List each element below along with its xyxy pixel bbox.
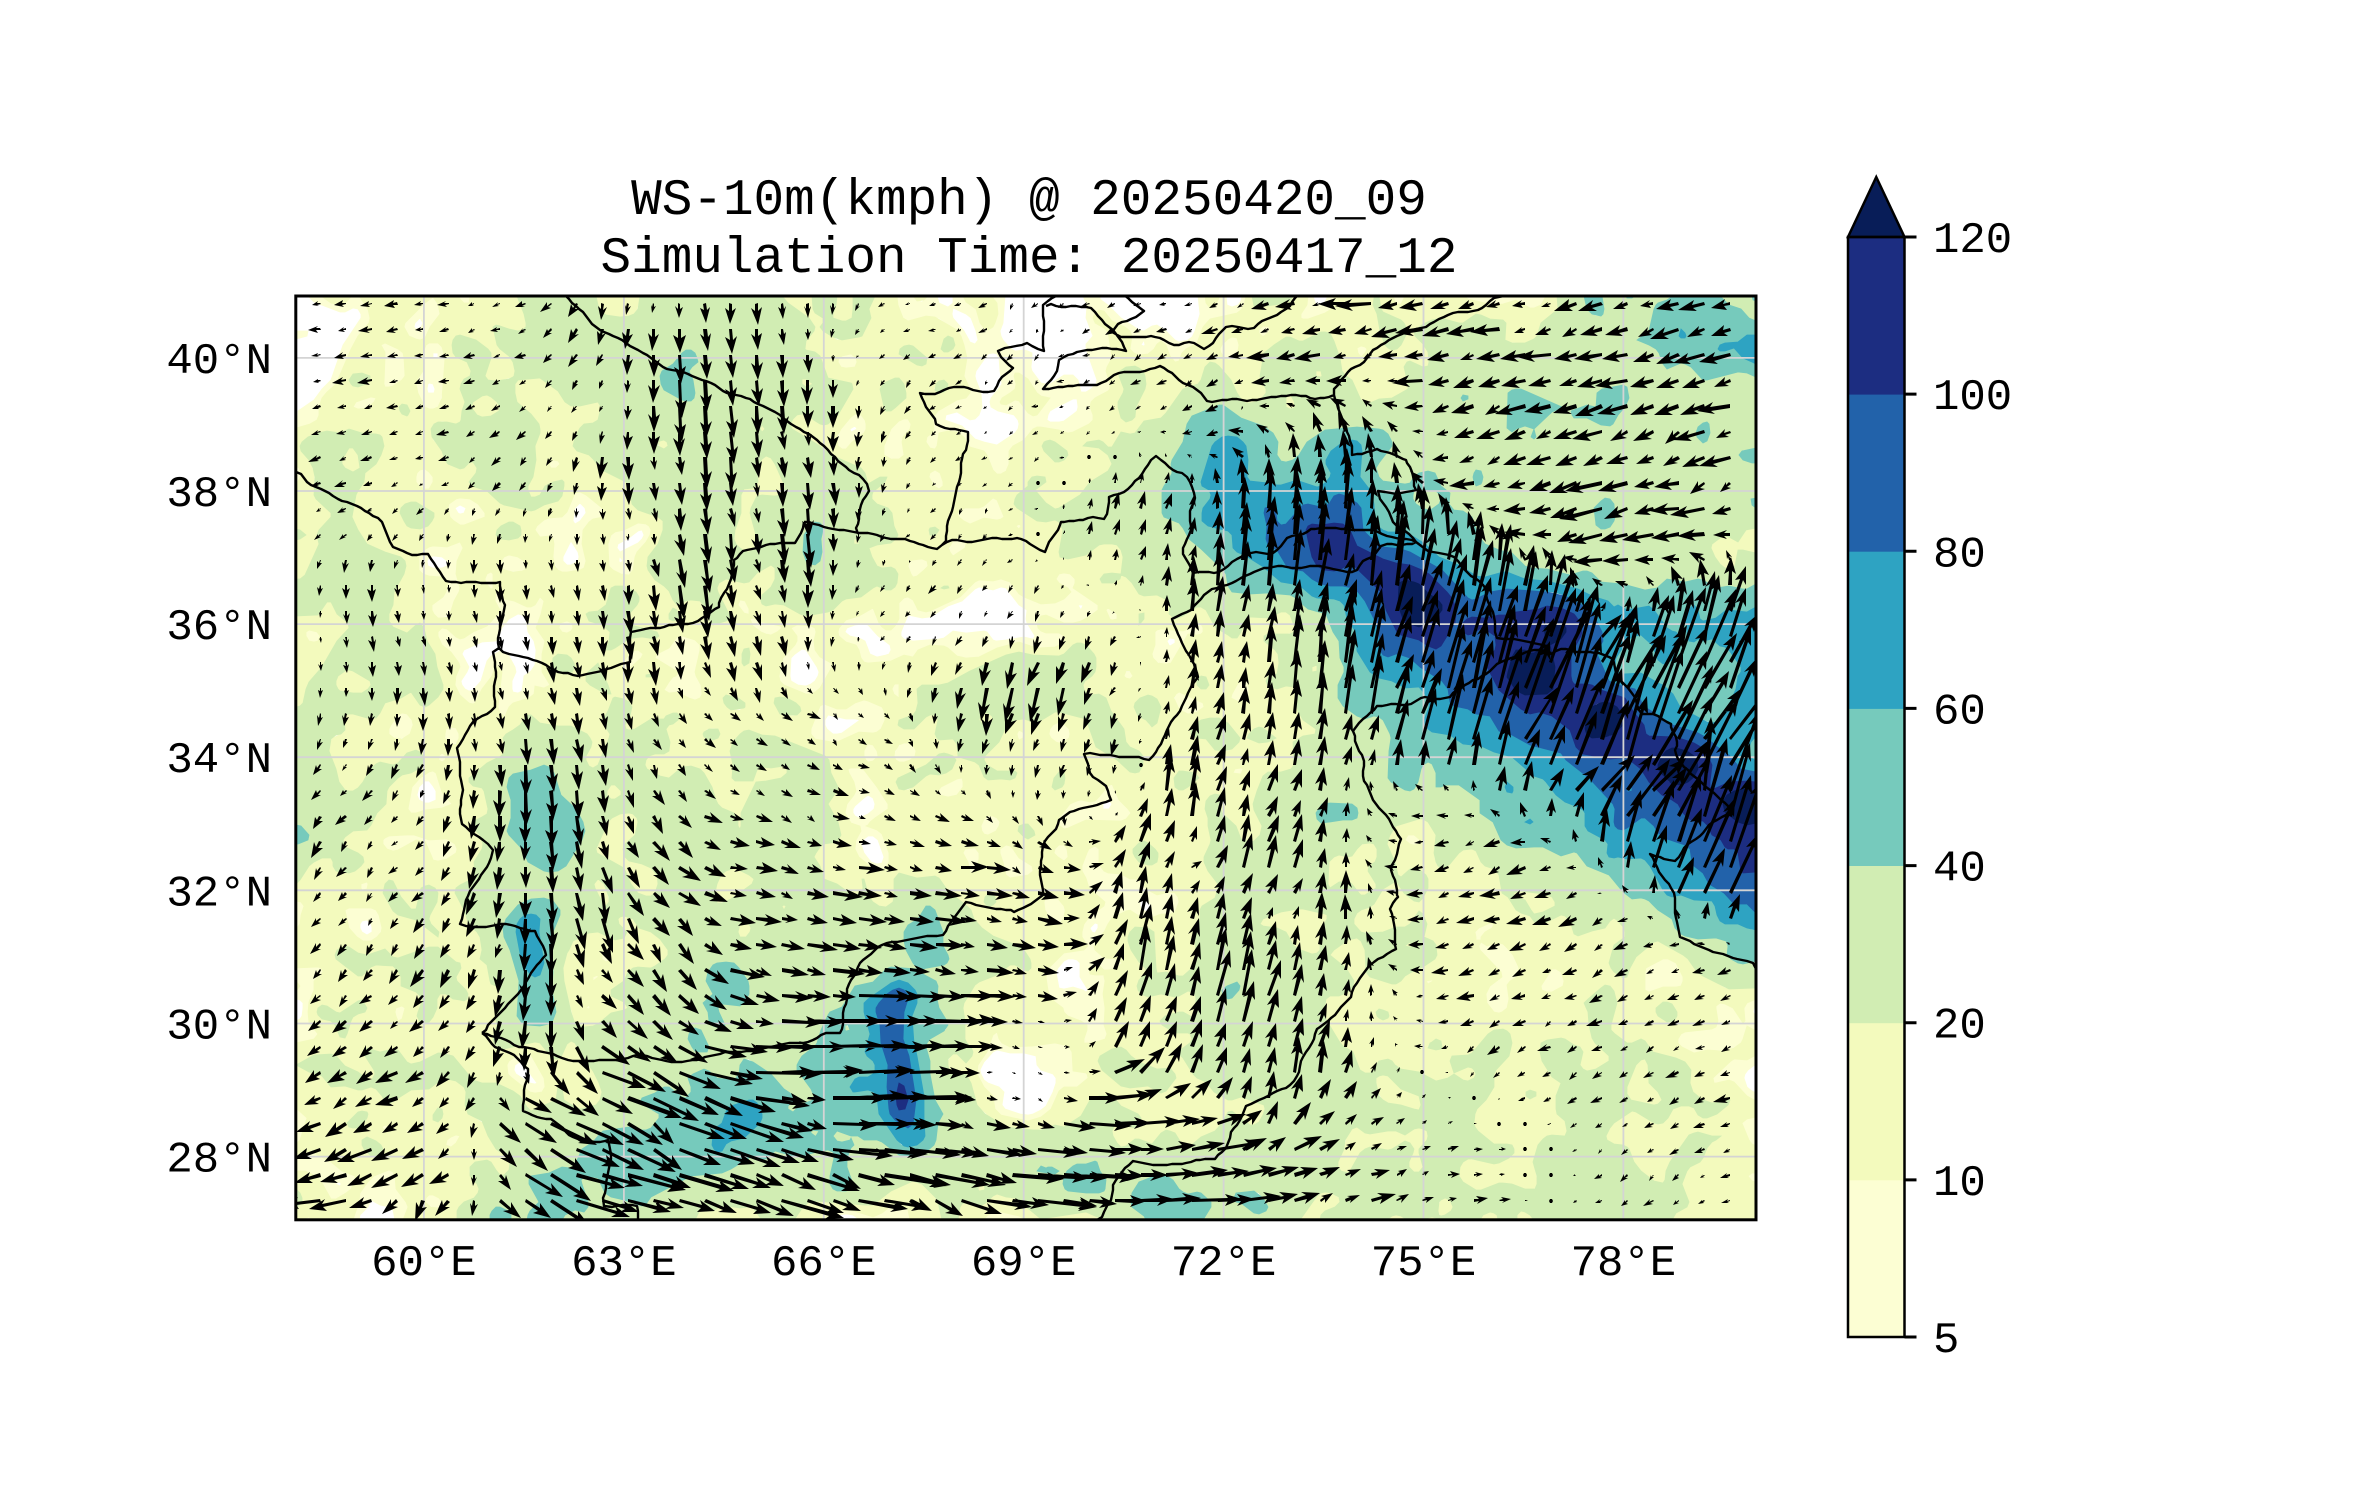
svg-text:75°E: 75°E [1371, 1239, 1477, 1289]
svg-text:34°N: 34°N [166, 736, 272, 786]
svg-text:32°N: 32°N [166, 869, 272, 919]
svg-text:100: 100 [1933, 373, 2012, 423]
svg-text:40: 40 [1933, 845, 1986, 895]
svg-text:78°E: 78°E [1571, 1239, 1677, 1289]
svg-text:36°N: 36°N [166, 603, 272, 653]
svg-text:120: 120 [1933, 216, 2012, 266]
svg-text:72°E: 72°E [1171, 1239, 1277, 1289]
svg-text:Simulation Time: 20250417_12: Simulation Time: 20250417_12 [601, 231, 1458, 288]
svg-text:38°N: 38°N [166, 470, 272, 520]
svg-text:WS-10m(kmph) @ 20250420_09: WS-10m(kmph) @ 20250420_09 [631, 173, 1427, 230]
svg-text:60: 60 [1933, 687, 1986, 737]
svg-text:80: 80 [1933, 530, 1986, 580]
svg-text:40°N: 40°N [166, 337, 272, 387]
svg-text:60°E: 60°E [371, 1239, 477, 1289]
svg-text:5: 5 [1933, 1316, 1959, 1366]
svg-text:66°E: 66°E [771, 1239, 877, 1289]
svg-text:30°N: 30°N [166, 1003, 272, 1053]
svg-text:10: 10 [1933, 1159, 1986, 1209]
svg-text:28°N: 28°N [166, 1136, 272, 1186]
svg-text:63°E: 63°E [571, 1239, 677, 1289]
svg-text:69°E: 69°E [971, 1239, 1077, 1289]
svg-text:20: 20 [1933, 1002, 1986, 1052]
